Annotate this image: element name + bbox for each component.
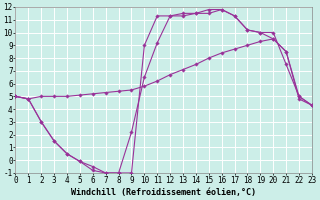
X-axis label: Windchill (Refroidissement éolien,°C): Windchill (Refroidissement éolien,°C) xyxy=(71,188,256,197)
